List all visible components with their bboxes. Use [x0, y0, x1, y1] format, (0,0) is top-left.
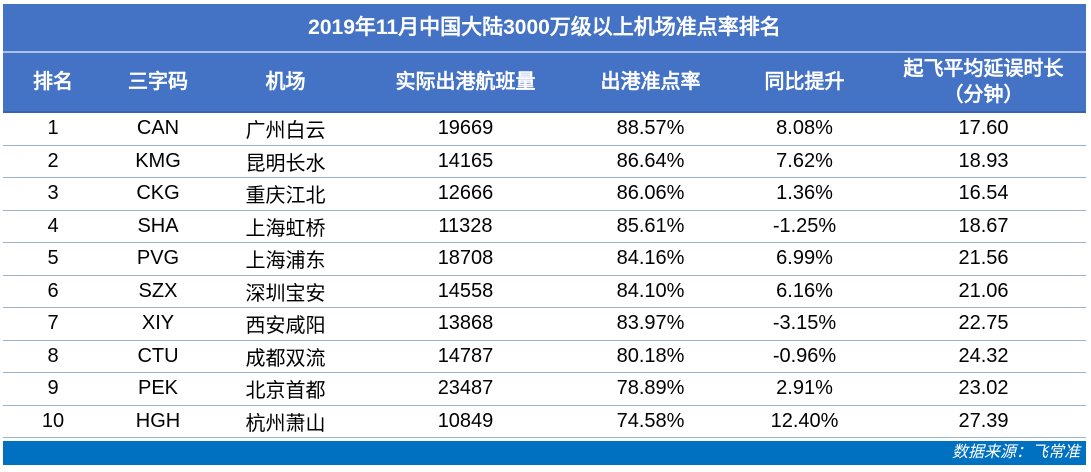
cell-airport: 昆明长水 [213, 145, 358, 178]
cell-avg-departure-delay: 22.75 [881, 307, 1086, 341]
cell-avg-departure-delay: 18.67 [881, 210, 1086, 243]
cell-departure-flights: 14558 [358, 275, 573, 308]
table-row: 10 HGH 杭州萧山 10849 74.58% 12.40% 27.39 [3, 405, 1086, 438]
cell-departure-otp: 74.58% [573, 405, 728, 438]
cell-iata-code: XIY [103, 307, 213, 341]
cell-departure-otp: 86.06% [573, 177, 728, 211]
cell-departure-otp: 84.16% [573, 242, 728, 276]
cell-departure-flights: 11328 [358, 210, 573, 243]
cell-avg-departure-delay: 21.06 [881, 275, 1086, 308]
cell-airport: 上海虹桥 [213, 210, 358, 243]
column-header-airport: 机场 [213, 53, 358, 113]
cell-yoy-improvement: 8.08% [728, 112, 881, 146]
cell-airport: 西安咸阳 [213, 307, 358, 341]
cell-airport: 北京首都 [213, 372, 358, 406]
cell-departure-otp: 83.97% [573, 307, 728, 341]
cell-yoy-improvement: 12.40% [728, 405, 881, 438]
column-header-avg-departure-delay: 起飞平均延误时长 （分钟） [881, 53, 1086, 113]
column-header-iata-code: 三字码 [103, 53, 213, 113]
cell-avg-departure-delay: 27.39 [881, 405, 1086, 438]
cell-departure-otp: 86.64% [573, 145, 728, 178]
cell-avg-departure-delay: 16.54 [881, 177, 1086, 211]
cell-iata-code: SZX [103, 275, 213, 308]
cell-airport: 上海浦东 [213, 242, 358, 276]
cell-rank: 4 [3, 210, 103, 243]
cell-airport: 广州白云 [213, 112, 358, 146]
ranking-panel: 2019年11月中国大陆3000万级以上机场准点率排名 排名 三字码 机场 实际出港航… [3, 4, 1086, 465]
table-row: 2 KMG 昆明长水 14165 86.64% 7.62% 18.93 [3, 145, 1086, 178]
table-row: 5 PVG 上海浦东 18708 84.16% 6.99% 21.56 [3, 242, 1086, 276]
cell-departure-otp: 85.61% [573, 210, 728, 243]
cell-departure-flights: 14165 [358, 145, 573, 178]
cell-departure-otp: 80.18% [573, 340, 728, 373]
footer-bar: 数据来源：飞常准 [3, 441, 1086, 465]
cell-departure-flights: 12666 [358, 177, 573, 211]
cell-departure-otp: 88.57% [573, 112, 728, 146]
cell-yoy-improvement: -1.25% [728, 210, 881, 243]
airport-otp-ranking-table: 排名 三字码 机场 实际出港航班量 出港准点率 同比提升 起飞平均延误时长 （分钟） 1 CA… [3, 53, 1086, 438]
cell-yoy-improvement: 1.36% [728, 177, 881, 211]
cell-rank: 5 [3, 242, 103, 276]
data-source-label: 数据来源：飞常准 [951, 444, 1080, 461]
cell-airport: 重庆江北 [213, 177, 358, 211]
cell-yoy-improvement: 6.16% [728, 275, 881, 308]
cell-departure-flights: 13868 [358, 307, 573, 341]
table-row: 3 CKG 重庆江北 12666 86.06% 1.36% 16.54 [3, 177, 1086, 211]
cell-rank: 8 [3, 340, 103, 373]
table-row: 7 XIY 西安咸阳 13868 83.97% -3.15% 22.75 [3, 307, 1086, 341]
table-row: 9 PEK 北京首都 23487 78.89% 2.91% 23.02 [3, 372, 1086, 406]
cell-departure-otp: 78.89% [573, 372, 728, 406]
cell-rank: 7 [3, 307, 103, 341]
cell-rank: 9 [3, 372, 103, 406]
table-row: 8 CTU 成都双流 14787 80.18% -0.96% 24.32 [3, 340, 1086, 373]
cell-iata-code: KMG [103, 145, 213, 178]
cell-iata-code: CTU [103, 340, 213, 373]
cell-avg-departure-delay: 23.02 [881, 372, 1086, 406]
cell-avg-departure-delay: 24.32 [881, 340, 1086, 373]
cell-iata-code: CAN [103, 112, 213, 146]
cell-yoy-improvement: 7.62% [728, 145, 881, 178]
cell-iata-code: PVG [103, 242, 213, 276]
cell-departure-flights: 18708 [358, 242, 573, 276]
cell-avg-departure-delay: 18.93 [881, 145, 1086, 178]
cell-rank: 1 [3, 112, 103, 146]
cell-iata-code: HGH [103, 405, 213, 438]
cell-airport: 深圳宝安 [213, 275, 358, 308]
cell-departure-flights: 10849 [358, 405, 573, 438]
table-title: 2019年11月中国大陆3000万级以上机场准点率排名 [3, 4, 1086, 53]
cell-rank: 2 [3, 145, 103, 178]
cell-rank: 6 [3, 275, 103, 308]
cell-avg-departure-delay: 21.56 [881, 242, 1086, 276]
cell-airport: 成都双流 [213, 340, 358, 373]
table-row: 1 CAN 广州白云 19669 88.57% 8.08% 17.60 [3, 112, 1086, 146]
column-header-departure-flights: 实际出港航班量 [358, 53, 573, 113]
cell-avg-departure-delay: 17.60 [881, 112, 1086, 146]
cell-yoy-improvement: -0.96% [728, 340, 881, 373]
cell-rank: 3 [3, 177, 103, 211]
cell-yoy-improvement: -3.15% [728, 307, 881, 341]
cell-yoy-improvement: 2.91% [728, 372, 881, 406]
cell-rank: 10 [3, 405, 103, 438]
column-header-yoy-improvement: 同比提升 [728, 53, 881, 113]
table-header-row: 排名 三字码 机场 实际出港航班量 出港准点率 同比提升 起飞平均延误时长 （分钟） [3, 53, 1086, 113]
cell-yoy-improvement: 6.99% [728, 242, 881, 276]
cell-iata-code: CKG [103, 177, 213, 211]
cell-departure-otp: 84.10% [573, 275, 728, 308]
column-header-rank: 排名 [3, 53, 103, 113]
table-row: 6 SZX 深圳宝安 14558 84.10% 6.16% 21.06 [3, 275, 1086, 308]
table-row: 4 SHA 上海虹桥 11328 85.61% -1.25% 18.67 [3, 210, 1086, 243]
cell-departure-flights: 23487 [358, 372, 573, 406]
cell-iata-code: SHA [103, 210, 213, 243]
column-header-departure-otp: 出港准点率 [573, 53, 728, 113]
cell-airport: 杭州萧山 [213, 405, 358, 438]
cell-iata-code: PEK [103, 372, 213, 406]
cell-departure-flights: 19669 [358, 112, 573, 146]
cell-departure-flights: 14787 [358, 340, 573, 373]
